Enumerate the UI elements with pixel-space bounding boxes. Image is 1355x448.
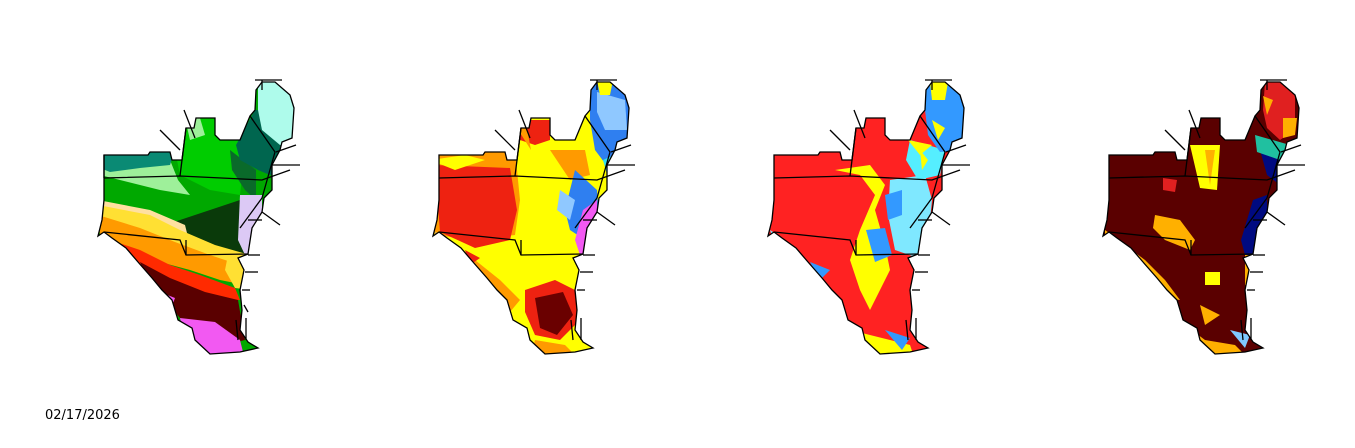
map-3 (767, 79, 970, 355)
map-2 (432, 79, 635, 355)
map-panel-3 (670, 0, 1010, 400)
map-4-boundaries (1102, 79, 1305, 355)
map-4 (1102, 79, 1305, 355)
map-1-boundaries (97, 79, 300, 355)
map-2-boundaries (432, 79, 635, 355)
map-1 (97, 79, 300, 355)
map-2-fill (433, 82, 629, 354)
date-label: 02/17/2026 (45, 408, 120, 423)
map-panel-2 (335, 0, 675, 400)
map-panel-1 (0, 0, 340, 400)
map-panel-4 (1005, 0, 1345, 400)
map-3-boundaries (767, 79, 970, 355)
map-3-fill (768, 82, 964, 354)
map-4-fill (1103, 82, 1299, 354)
map-1-fill (98, 82, 294, 354)
